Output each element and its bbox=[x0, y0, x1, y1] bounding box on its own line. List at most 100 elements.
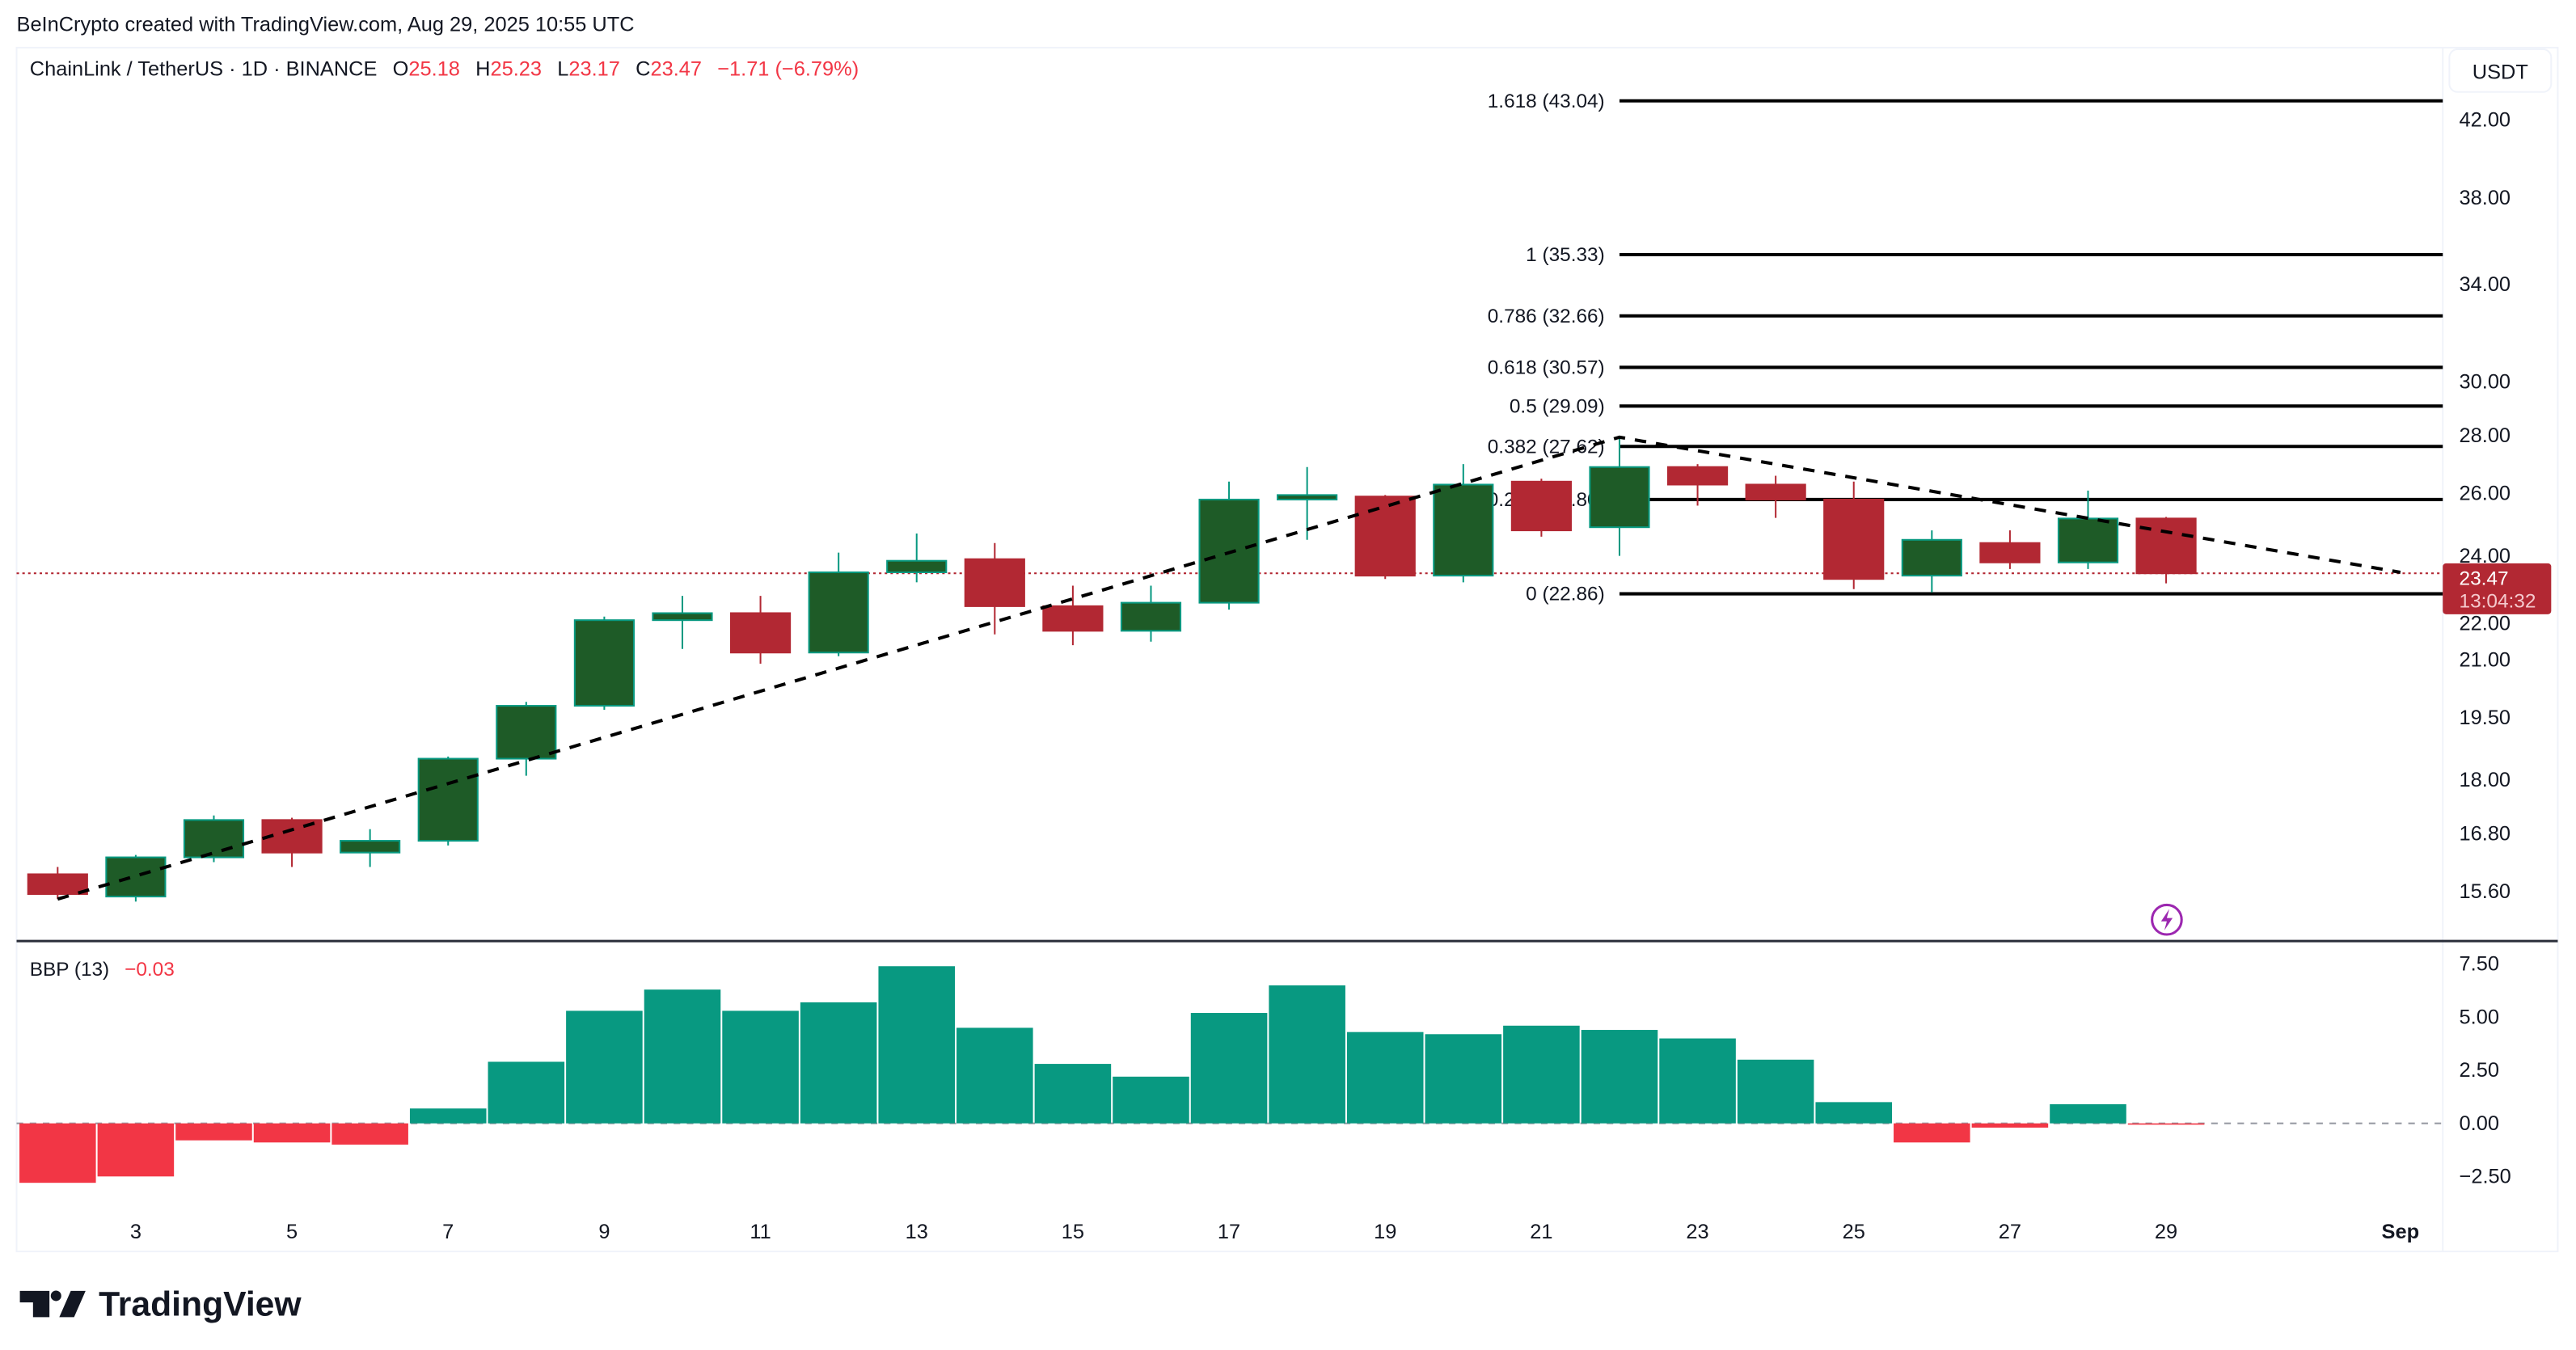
bbp-bar bbox=[253, 1123, 331, 1143]
candle-body bbox=[27, 873, 88, 895]
candle bbox=[27, 867, 88, 900]
currency-button[interactable]: USDT bbox=[2448, 48, 2553, 93]
time-tick-label: 13 bbox=[906, 1221, 928, 1243]
time-tick-label: 17 bbox=[1218, 1221, 1240, 1243]
candle-body bbox=[1589, 466, 1650, 529]
open-value: 25.18 bbox=[408, 57, 460, 80]
candle bbox=[729, 596, 792, 664]
candle bbox=[2057, 490, 2119, 569]
candle-body bbox=[2057, 517, 2119, 563]
trend-line bbox=[57, 435, 2401, 901]
price-tick-label: 16.80 bbox=[2460, 823, 2511, 846]
candle-body bbox=[496, 705, 557, 760]
candle bbox=[1277, 466, 1338, 540]
candle-body bbox=[1433, 483, 1494, 577]
candle bbox=[808, 552, 869, 656]
candle bbox=[1979, 530, 2041, 569]
candle bbox=[652, 596, 713, 649]
last-price-value: 23.47 bbox=[2460, 567, 2509, 589]
bar-countdown: 13:04:32 bbox=[2460, 591, 2536, 613]
candle-body bbox=[886, 559, 948, 573]
low-value: 23.17 bbox=[568, 57, 620, 80]
bbp-bar bbox=[1971, 1123, 2049, 1128]
bbp-value: −0.03 bbox=[125, 959, 175, 981]
candle-body bbox=[1354, 496, 1416, 577]
time-tick-label: 7 bbox=[442, 1221, 454, 1243]
bbp-bar bbox=[1269, 985, 1345, 1124]
price-tick-label: 15.60 bbox=[2460, 880, 2511, 903]
candle-body bbox=[573, 619, 635, 707]
low-label: L bbox=[557, 57, 568, 80]
candle-body bbox=[1823, 498, 1885, 580]
bbp-bar bbox=[97, 1123, 175, 1177]
bbp-label: BBP (13) bbox=[30, 959, 109, 981]
bbp-tick-label: 7.50 bbox=[2460, 953, 2499, 976]
price-tick-label: 38.00 bbox=[2460, 187, 2511, 209]
candle bbox=[964, 542, 1025, 635]
bbp-bar bbox=[1815, 1102, 1893, 1124]
price-tick-label: 18.00 bbox=[2460, 769, 2511, 791]
bbp-bar bbox=[332, 1123, 408, 1145]
candle bbox=[573, 616, 635, 710]
time-tick-label: 19 bbox=[1374, 1221, 1396, 1243]
candle-body bbox=[340, 840, 401, 854]
bbp-bar bbox=[878, 966, 956, 1124]
time-axis[interactable]: 3 5 7 9 11 13 15 17 19 21 23 25 27 29 Sep bbox=[130, 1221, 2419, 1243]
fib-level-label: 0 (22.86) bbox=[1526, 584, 1605, 605]
time-tick-label: 25 bbox=[1843, 1221, 1865, 1243]
candle bbox=[1433, 464, 1494, 583]
candle bbox=[105, 854, 167, 902]
bbp-bar bbox=[19, 1123, 96, 1183]
bbp-bar bbox=[566, 1010, 643, 1124]
time-tick-label: 11 bbox=[750, 1221, 771, 1243]
price-pane[interactable]: 42.0038.0034.0030.0028.0026.0024.0022.00… bbox=[16, 91, 2511, 903]
candle-body bbox=[729, 612, 792, 654]
bbp-bar bbox=[1581, 1030, 1658, 1124]
candle bbox=[1120, 585, 1182, 642]
candle-body bbox=[1510, 480, 1572, 532]
price-tick-label: 42.00 bbox=[2460, 108, 2511, 131]
bbp-bar bbox=[1425, 1034, 1502, 1124]
candle bbox=[340, 829, 401, 867]
bbp-bar bbox=[1346, 1031, 1424, 1124]
fib-level-label: 0.786 (32.66) bbox=[1488, 306, 1605, 327]
time-tick-label: 29 bbox=[2155, 1221, 2177, 1243]
candle bbox=[417, 756, 479, 846]
candle-body bbox=[1666, 466, 1729, 486]
bbp-bar bbox=[956, 1027, 1033, 1124]
change-value: −1.71 (−6.79%) bbox=[717, 57, 859, 80]
candle-body bbox=[1042, 605, 1104, 632]
chart-frame bbox=[15, 46, 2559, 1253]
time-tick-label: 5 bbox=[286, 1221, 298, 1243]
bbp-pane[interactable]: 7.50 5.00 2.50 0.00 −2.50 bbox=[16, 953, 2511, 1188]
high-label: H bbox=[475, 57, 490, 80]
fib-level-label: 1 (35.33) bbox=[1526, 244, 1605, 266]
tradingview-logo-icon[interactable]: TradingView bbox=[19, 1285, 302, 1323]
symbol-name: ChainLink / TetherUS · 1D · BINANCE bbox=[30, 57, 378, 80]
bbp-legend: BBP (13) −0.03 bbox=[30, 959, 175, 981]
lightning-icon[interactable] bbox=[2151, 903, 2183, 936]
bbp-tick-label: 5.00 bbox=[2460, 1006, 2499, 1028]
high-value: 25.23 bbox=[491, 57, 543, 80]
time-tick-label: 27 bbox=[1999, 1221, 2021, 1243]
bbp-tick-label: −2.50 bbox=[2460, 1165, 2511, 1188]
candle-body bbox=[964, 558, 1025, 607]
bbp-bar bbox=[1894, 1123, 1970, 1143]
candle bbox=[1589, 438, 1650, 556]
price-tick-label: 22.00 bbox=[2460, 613, 2511, 635]
candle-body bbox=[1901, 538, 1962, 577]
bbp-bar bbox=[175, 1123, 252, 1141]
price-tick-label: 26.00 bbox=[2460, 483, 2511, 505]
time-tick-label: 21 bbox=[1530, 1221, 1552, 1243]
candle-body bbox=[1120, 601, 1182, 632]
candle-body bbox=[105, 856, 167, 898]
candle bbox=[1510, 479, 1572, 537]
candle-body bbox=[1979, 542, 2041, 563]
candle bbox=[1901, 530, 1962, 593]
bbp-bar bbox=[1034, 1064, 1112, 1124]
open-label: O bbox=[393, 57, 409, 80]
candle bbox=[1042, 585, 1104, 646]
candle-body bbox=[1745, 483, 1806, 500]
candle bbox=[496, 702, 557, 776]
